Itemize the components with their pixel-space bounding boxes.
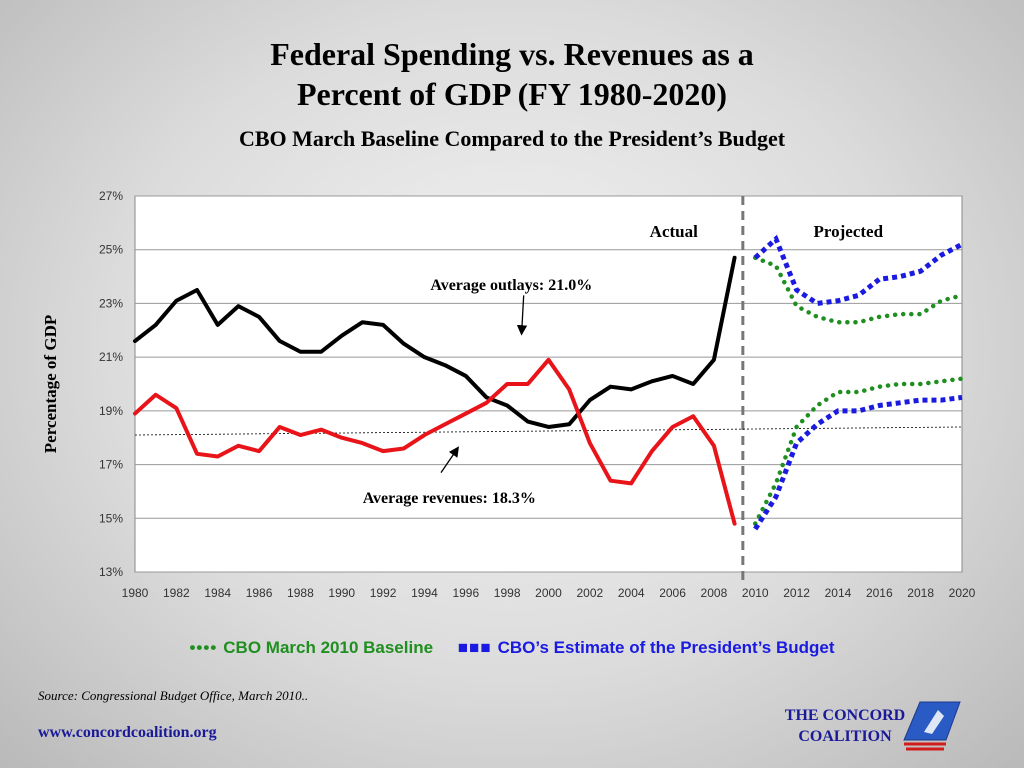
annotation-arrow-revenues [440, 446, 459, 473]
chart-title: Federal Spending vs. Revenues as a Perce… [0, 34, 1024, 114]
x-tick-label: 1992 [370, 586, 397, 600]
x-tick-label: 1994 [411, 586, 438, 600]
x-tick-label: 1998 [494, 586, 521, 600]
x-tick-label: 2010 [742, 586, 769, 600]
logo-text: THE CONCORD COALITION [770, 705, 920, 747]
x-tick-label: 1990 [328, 586, 355, 600]
title-line-2: Percent of GDP (FY 1980-2020) [296, 76, 728, 112]
legend-marker-president: ■■■ [457, 638, 492, 657]
concord-logo-icon [903, 701, 961, 751]
x-tick-label: 2016 [866, 586, 893, 600]
series-line-outlays-actual [133, 255, 737, 429]
legend-label-cbo: CBO March 2010 Baseline [223, 638, 434, 657]
y-tick-label: 25% [99, 243, 123, 257]
y-axis-label: Percentage of GDP [41, 315, 60, 453]
y-tick-label: 21% [99, 350, 123, 364]
annotation-label-revenues: Average revenues: 18.3% [363, 490, 536, 507]
region-label-actual: Actual [650, 222, 698, 241]
chart-legend: •••• CBO March 2010 Baseline ■■■ CBO’s Est… [0, 638, 1024, 658]
title-line-1: Federal Spending vs. Revenues as a [270, 36, 754, 72]
x-tick-label: 1996 [452, 586, 479, 600]
y-tick-label: 17% [99, 458, 123, 472]
x-tick-label: 2004 [618, 586, 645, 600]
source-note: Source: Congressional Budget Office, Mar… [38, 688, 309, 703]
y-tick-label: 13% [99, 565, 123, 579]
logo-line-1: THE CONCORD [784, 707, 906, 724]
x-tick-label: 2008 [701, 586, 728, 600]
website-link[interactable]: www.concordcoalition.org [38, 724, 217, 741]
series-line-outlays-president [753, 234, 964, 307]
y-tick-label: 27% [99, 189, 123, 203]
x-tick-label: 2002 [576, 586, 603, 600]
x-tick-label: 1980 [122, 586, 149, 600]
legend-item-president: ■■■ CBO’s Estimate of the President’s Bud… [458, 638, 835, 658]
legend-label-president: CBO’s Estimate of the President’s Budget [497, 638, 835, 657]
series-line-outlays-cbo [753, 255, 965, 325]
x-tick-label: 1988 [287, 586, 314, 600]
x-tick-label: 2012 [783, 586, 810, 600]
annotation-arrow-outlays [516, 295, 528, 336]
x-tick-label: 2018 [907, 586, 934, 600]
y-tick-label: 19% [99, 404, 123, 418]
plot-background [134, 195, 963, 573]
legend-item-cbo: •••• CBO March 2010 Baseline [189, 638, 433, 658]
series-line-revenues-president [753, 394, 963, 531]
y-tick-label: 15% [99, 511, 123, 525]
x-tick-label: 2014 [825, 586, 852, 600]
series-line-revenues-cbo [753, 376, 965, 526]
x-tick-label: 2000 [535, 586, 562, 600]
chart-subtitle: CBO March Baseline Compared to the Presi… [238, 126, 786, 151]
x-tick-label: 1986 [246, 586, 273, 600]
y-tick-label: 23% [99, 296, 123, 310]
chart-area: 13% 15% 17% 19% 21% 23% 25% 27% 1980 1982 1984 1986… [41, 189, 976, 600]
x-tick-label: 1984 [204, 586, 231, 600]
region-label-projected: Projected [814, 222, 884, 241]
x-tick-label: 2020 [949, 586, 976, 600]
legend-marker-cbo: •••• [189, 638, 218, 657]
x-tick-label: 1982 [163, 586, 190, 600]
x-tick-label: 2006 [659, 586, 686, 600]
annotation-label-outlays: Average outlays: 21.0% [430, 277, 592, 294]
logo-line-2: COALITION [798, 728, 892, 745]
series-line-revenues-actual [133, 357, 737, 526]
